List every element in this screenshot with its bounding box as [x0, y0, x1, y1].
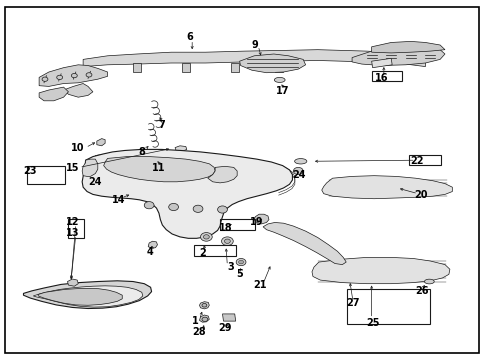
Polygon shape — [175, 146, 186, 151]
Polygon shape — [148, 241, 157, 248]
Polygon shape — [38, 288, 122, 305]
Text: 4: 4 — [146, 247, 153, 257]
Circle shape — [200, 233, 212, 241]
Polygon shape — [82, 159, 98, 176]
Polygon shape — [199, 302, 209, 309]
Circle shape — [202, 303, 206, 307]
Polygon shape — [67, 279, 78, 286]
Circle shape — [217, 206, 227, 213]
Text: 6: 6 — [186, 32, 193, 42]
Polygon shape — [321, 176, 451, 199]
Polygon shape — [351, 47, 444, 66]
Circle shape — [238, 260, 243, 264]
Polygon shape — [207, 166, 237, 183]
Text: 19: 19 — [249, 217, 263, 228]
Polygon shape — [222, 314, 235, 321]
Text: 24: 24 — [88, 177, 102, 187]
Circle shape — [168, 203, 178, 211]
Polygon shape — [103, 157, 215, 182]
Polygon shape — [83, 50, 425, 67]
Polygon shape — [23, 281, 151, 309]
Text: 28: 28 — [192, 327, 206, 337]
Text: 21: 21 — [253, 280, 266, 290]
Polygon shape — [371, 58, 391, 68]
Text: 8: 8 — [138, 147, 145, 157]
Polygon shape — [33, 286, 142, 307]
Polygon shape — [154, 152, 163, 159]
Text: 22: 22 — [409, 156, 423, 166]
Text: 10: 10 — [70, 143, 84, 153]
Polygon shape — [274, 63, 282, 72]
Polygon shape — [133, 63, 141, 72]
Polygon shape — [263, 222, 346, 265]
Circle shape — [86, 73, 92, 77]
Ellipse shape — [424, 279, 433, 284]
Polygon shape — [230, 63, 238, 72]
Text: 11: 11 — [151, 163, 165, 173]
Circle shape — [202, 317, 207, 321]
Polygon shape — [39, 87, 68, 101]
Circle shape — [224, 239, 230, 243]
Text: 15: 15 — [65, 163, 79, 174]
Text: 12: 12 — [65, 217, 79, 228]
Polygon shape — [97, 139, 105, 146]
Text: 17: 17 — [275, 86, 289, 96]
Circle shape — [221, 237, 233, 246]
Circle shape — [236, 258, 245, 266]
Circle shape — [293, 167, 303, 175]
Polygon shape — [39, 65, 107, 86]
Text: 29: 29 — [218, 323, 231, 333]
Text: 26: 26 — [414, 286, 427, 296]
Text: 9: 9 — [251, 40, 258, 50]
Text: 2: 2 — [199, 248, 206, 258]
Circle shape — [71, 73, 77, 78]
Text: 5: 5 — [236, 269, 243, 279]
Text: 3: 3 — [227, 262, 234, 272]
Text: 14: 14 — [111, 195, 125, 205]
Text: 1: 1 — [192, 316, 199, 326]
Text: 13: 13 — [65, 228, 79, 238]
Circle shape — [57, 75, 62, 80]
Polygon shape — [132, 188, 141, 196]
Polygon shape — [371, 41, 444, 53]
Circle shape — [144, 202, 154, 209]
Text: 24: 24 — [292, 170, 305, 180]
Circle shape — [203, 235, 209, 239]
Circle shape — [193, 205, 203, 212]
Text: 16: 16 — [374, 73, 387, 84]
Polygon shape — [82, 149, 292, 238]
Ellipse shape — [274, 77, 285, 82]
Polygon shape — [63, 84, 93, 97]
Text: 23: 23 — [23, 166, 37, 176]
Text: 27: 27 — [346, 298, 359, 308]
Polygon shape — [182, 63, 189, 72]
Text: 18: 18 — [219, 222, 232, 233]
Text: 7: 7 — [158, 120, 164, 130]
Polygon shape — [311, 257, 449, 284]
Polygon shape — [199, 315, 209, 322]
Polygon shape — [254, 214, 268, 224]
Text: 20: 20 — [413, 190, 427, 200]
Ellipse shape — [294, 158, 306, 164]
Polygon shape — [239, 54, 305, 73]
Circle shape — [42, 77, 48, 81]
Text: 25: 25 — [365, 318, 379, 328]
